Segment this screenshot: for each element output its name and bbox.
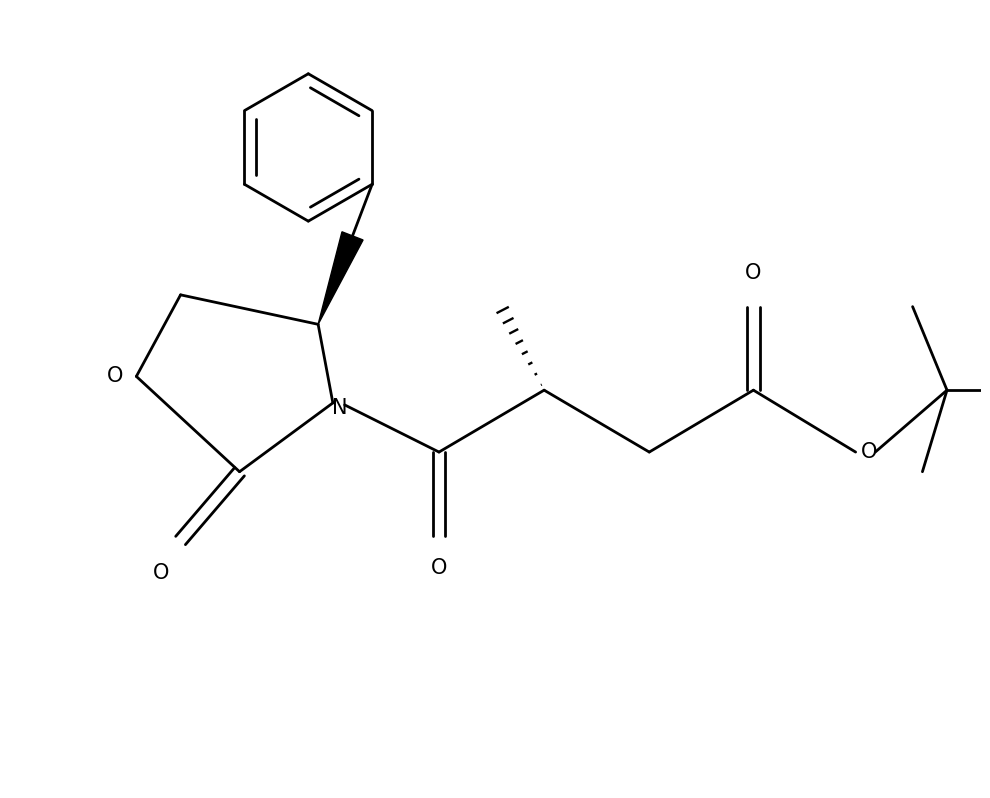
Text: N: N xyxy=(332,398,347,418)
Text: O: O xyxy=(431,558,447,578)
Polygon shape xyxy=(318,231,363,324)
Text: O: O xyxy=(745,263,761,283)
Text: O: O xyxy=(107,366,123,386)
Text: O: O xyxy=(861,442,877,462)
Text: O: O xyxy=(152,563,169,583)
